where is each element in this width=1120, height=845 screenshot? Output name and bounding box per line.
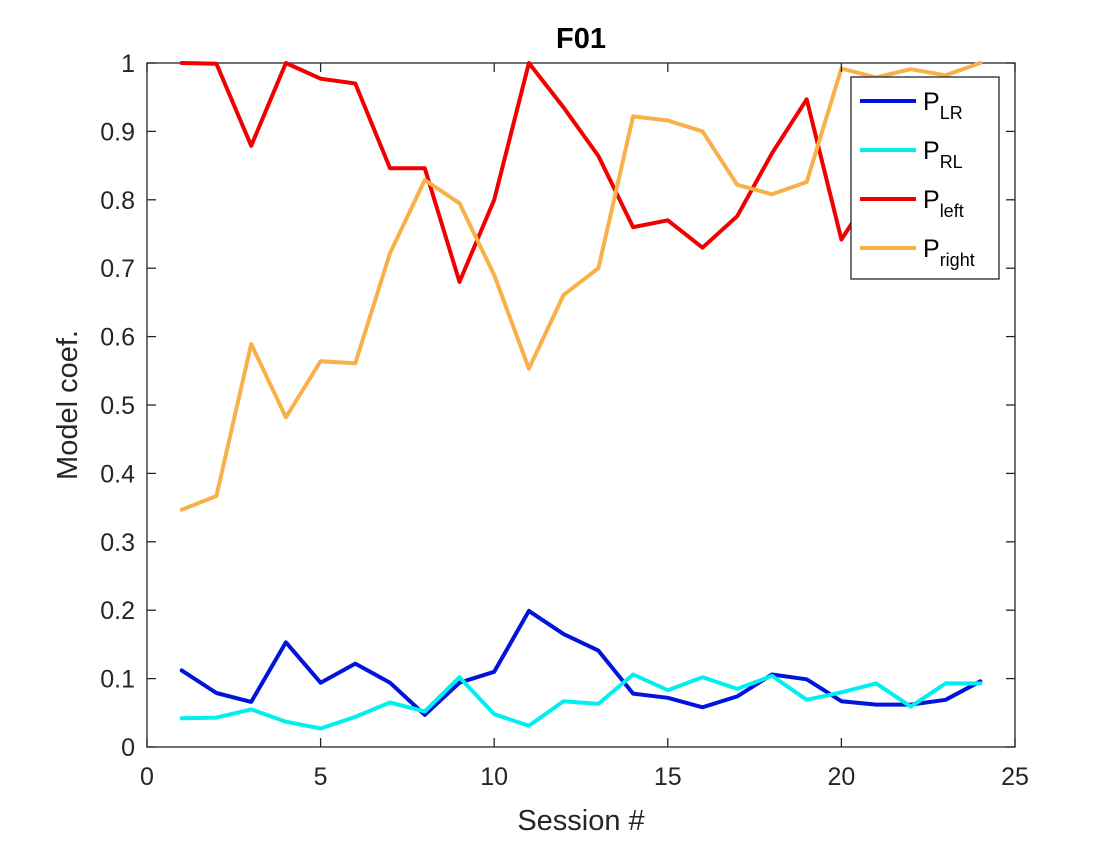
x-tick-label: 25 bbox=[1001, 763, 1029, 791]
y-tick-label: 0 bbox=[121, 734, 135, 762]
legend: PLR PRL Pleft Pright bbox=[850, 76, 1000, 280]
y-axis-label: Model coef. bbox=[52, 330, 84, 480]
y-tick-label: 0.4 bbox=[100, 460, 135, 488]
legend-label-LR: PLR bbox=[923, 88, 963, 123]
legend-label-RL: PRL bbox=[923, 137, 963, 172]
y-tick-label: 0.7 bbox=[100, 255, 135, 283]
legend-box bbox=[850, 76, 1000, 280]
x-tick-label: 5 bbox=[314, 763, 328, 791]
x-tick-label: 10 bbox=[480, 763, 508, 791]
y-tick-label: 0.5 bbox=[100, 392, 135, 420]
x-axis-label: Session # bbox=[517, 805, 644, 837]
series-lines bbox=[179, 61, 983, 731]
series-line-LR bbox=[179, 608, 983, 717]
chart-title: F01 bbox=[556, 23, 606, 55]
y-tick-label: 0.6 bbox=[100, 324, 135, 352]
x-tick-label: 0 bbox=[140, 763, 154, 791]
y-tick-label: 0.2 bbox=[100, 597, 135, 625]
tick-marks: 0 5 10 15 20 25 0 0.1 0.2 0.3 0.4 0.5 0.6 0.7 0.8 0.9 1 bbox=[100, 50, 1029, 791]
x-tick-label: 20 bbox=[827, 763, 855, 791]
y-tick-label: 0.3 bbox=[100, 529, 135, 557]
y-tick-label: 0.8 bbox=[100, 187, 135, 215]
series-line-right bbox=[179, 61, 983, 512]
series-line-RL bbox=[179, 672, 983, 731]
series-line-left bbox=[179, 61, 983, 284]
legend-label-right: Pright bbox=[923, 235, 975, 270]
y-tick-label: 1 bbox=[121, 50, 135, 78]
y-tick-label: 0.9 bbox=[100, 118, 135, 146]
x-tick-label: 15 bbox=[654, 763, 682, 791]
y-tick-label: 0.1 bbox=[100, 666, 135, 694]
legend-label-left: Pleft bbox=[923, 186, 964, 221]
